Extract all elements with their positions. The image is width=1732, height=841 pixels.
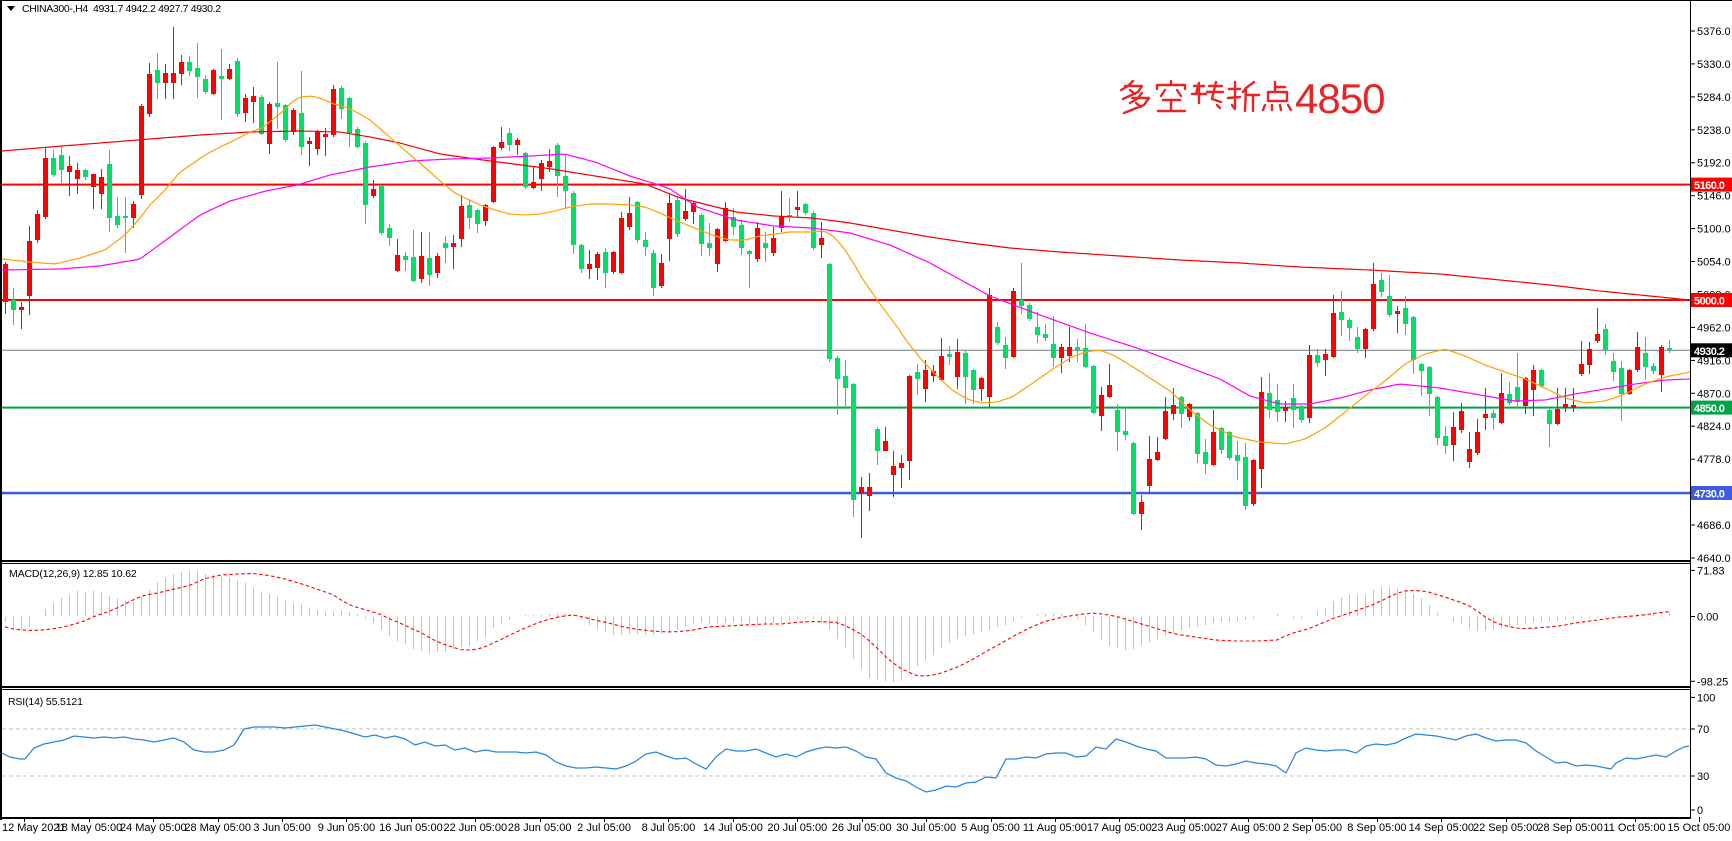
svg-text:4962.0: 4962.0 bbox=[1697, 322, 1731, 334]
svg-text:27 Aug 05:00: 27 Aug 05:00 bbox=[1216, 822, 1281, 834]
svg-text:17 Aug 05:00: 17 Aug 05:00 bbox=[1087, 822, 1152, 834]
svg-text:20 Jul 05:00: 20 Jul 05:00 bbox=[767, 822, 827, 834]
svg-text:9 Jun 05:00: 9 Jun 05:00 bbox=[318, 822, 376, 834]
svg-text:30: 30 bbox=[1697, 771, 1709, 783]
svg-text:28 Sep 05:00: 28 Sep 05:00 bbox=[1537, 822, 1602, 834]
svg-text:RSI(14) 55.5121: RSI(14) 55.5121 bbox=[8, 696, 83, 708]
svg-text:MACD(12,26,9) 12.85 10.62: MACD(12,26,9) 12.85 10.62 bbox=[9, 568, 137, 580]
svg-text:11 Aug 05:00: 11 Aug 05:00 bbox=[1023, 822, 1087, 834]
svg-text:100: 100 bbox=[1697, 692, 1715, 704]
svg-text:5054.0: 5054.0 bbox=[1697, 257, 1731, 269]
svg-text:14 Sep 05:00: 14 Sep 05:00 bbox=[1409, 822, 1474, 834]
svg-text:28 Jun 05:00: 28 Jun 05:00 bbox=[508, 822, 572, 834]
svg-text:14 Jul 05:00: 14 Jul 05:00 bbox=[703, 822, 763, 834]
svg-text:5 Aug 05:00: 5 Aug 05:00 bbox=[961, 822, 1020, 834]
svg-text:4850: 4850 bbox=[1295, 75, 1384, 122]
svg-text:0: 0 bbox=[1697, 805, 1703, 817]
svg-text:2 Sep 05:00: 2 Sep 05:00 bbox=[1283, 822, 1342, 834]
svg-text:3 Jun 05:00: 3 Jun 05:00 bbox=[253, 822, 311, 834]
svg-text:4930.2: 4930.2 bbox=[1694, 346, 1725, 358]
svg-text:24 May 05:00: 24 May 05:00 bbox=[120, 822, 187, 834]
svg-text:5000.0: 5000.0 bbox=[1694, 296, 1725, 308]
svg-text:11 Oct 05:00: 11 Oct 05:00 bbox=[1603, 822, 1665, 834]
svg-text:16 Jun 05:00: 16 Jun 05:00 bbox=[379, 822, 443, 834]
svg-text:4850.0: 4850.0 bbox=[1694, 403, 1725, 415]
svg-text:8 Jul 05:00: 8 Jul 05:00 bbox=[642, 822, 696, 834]
svg-text:5376.0: 5376.0 bbox=[1697, 26, 1731, 38]
svg-text:71.83: 71.83 bbox=[1697, 565, 1725, 577]
svg-text:22 Jun 05:00: 22 Jun 05:00 bbox=[443, 822, 507, 834]
svg-text:4870.0: 4870.0 bbox=[1697, 388, 1731, 400]
svg-text:4916.0: 4916.0 bbox=[1697, 355, 1731, 367]
svg-text:12 May 2021: 12 May 2021 bbox=[2, 822, 66, 834]
svg-text:2 Jul 05:00: 2 Jul 05:00 bbox=[577, 822, 631, 834]
svg-text:CHINA300-,H4 4931.7 4942.2 49: CHINA300-,H4 4931.7 4942.2 4927.7 4930.2 bbox=[22, 3, 221, 15]
svg-text:4686.0: 4686.0 bbox=[1697, 520, 1731, 532]
svg-text:26 Jul 05:00: 26 Jul 05:00 bbox=[832, 822, 892, 834]
svg-text:4778.0: 4778.0 bbox=[1697, 454, 1731, 466]
svg-text:4824.0: 4824.0 bbox=[1697, 421, 1731, 433]
svg-text:4730.0: 4730.0 bbox=[1694, 489, 1725, 501]
svg-text:-98.25: -98.25 bbox=[1697, 676, 1728, 688]
svg-text:5192.0: 5192.0 bbox=[1697, 158, 1731, 170]
svg-text:15 Oct 05:00: 15 Oct 05:00 bbox=[1667, 822, 1730, 834]
svg-text:70: 70 bbox=[1697, 724, 1709, 736]
svg-text:30 Jul 05:00: 30 Jul 05:00 bbox=[896, 822, 956, 834]
svg-text:4640.0: 4640.0 bbox=[1697, 553, 1731, 565]
svg-text:23 Aug 05:00: 23 Aug 05:00 bbox=[1151, 822, 1216, 834]
svg-text:8 Sep 05:00: 8 Sep 05:00 bbox=[1347, 822, 1406, 834]
svg-text:5100.0: 5100.0 bbox=[1697, 224, 1731, 236]
svg-text:5238.0: 5238.0 bbox=[1697, 125, 1731, 137]
svg-text:0.00: 0.00 bbox=[1697, 612, 1718, 624]
svg-text:18 May 05:00: 18 May 05:00 bbox=[56, 822, 123, 834]
svg-text:5330.0: 5330.0 bbox=[1697, 59, 1731, 71]
svg-text:5284.0: 5284.0 bbox=[1697, 92, 1731, 104]
svg-text:5160.0: 5160.0 bbox=[1694, 180, 1725, 192]
svg-text:22 Sep 05:00: 22 Sep 05:00 bbox=[1473, 822, 1538, 834]
svg-text:5146.0: 5146.0 bbox=[1697, 191, 1731, 203]
svg-text:28 May 05:00: 28 May 05:00 bbox=[184, 822, 251, 834]
